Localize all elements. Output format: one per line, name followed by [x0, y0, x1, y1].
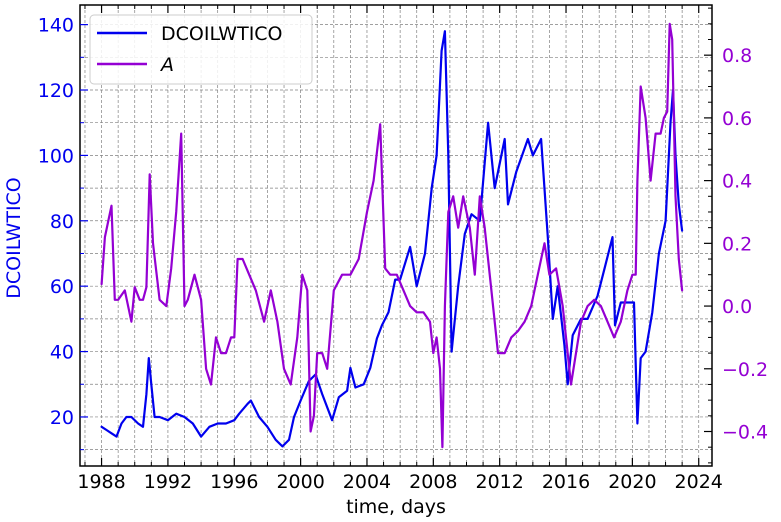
- x-tick-label: 2000: [276, 471, 324, 493]
- y-left-tick-label: 80: [50, 211, 74, 233]
- x-tick-label: 2024: [675, 471, 723, 493]
- y-left-tick-label: 20: [50, 407, 74, 429]
- grid-lines: [80, 5, 712, 466]
- x-tick-label: 2008: [409, 471, 457, 493]
- y-right-tick-label: 0.4: [722, 171, 752, 193]
- y-left-tick-label: 60: [50, 276, 74, 298]
- y-axis-left-title: DCOILWTICO: [3, 177, 25, 299]
- x-tick-label: 2012: [475, 471, 523, 493]
- x-axis: 1988 1992 1996 2000 2004 2008 2012 2016 2020 2024: [77, 5, 723, 493]
- legend-label-dcoilwtico: DCOILWTICO: [161, 23, 283, 45]
- legend: DCOILWTICO A: [89, 14, 313, 85]
- y-right-tick-label: −0.4: [722, 422, 768, 444]
- x-tick-label: 1996: [210, 471, 258, 493]
- y-right-tick-label: −0.2: [722, 359, 768, 381]
- y-right-tick-label: 0.6: [722, 108, 752, 130]
- y-right-tick-label: 0.2: [722, 233, 752, 255]
- legend-label-a: A: [159, 54, 174, 76]
- y-left-tick-label: 140: [38, 15, 74, 37]
- x-tick-label: 2020: [608, 471, 656, 493]
- x-tick-label: 1992: [144, 471, 192, 493]
- x-tick-label: 1988: [77, 471, 125, 493]
- y-axis-left: 20 40 60 80 100 120 140: [38, 15, 88, 451]
- series-line-dcoilwtico: [100, 30, 684, 448]
- series-line-a: [100, 22, 684, 449]
- y-right-tick-label: 0.0: [722, 296, 752, 318]
- y-left-tick-label: 100: [38, 145, 74, 167]
- y-axis-right: −0.4 −0.2 0.0 0.2 0.4 0.6 0.8: [704, 7, 768, 464]
- x-tick-label: 2004: [343, 471, 391, 493]
- series-layer: [100, 22, 684, 449]
- y-right-tick-label: 0.8: [722, 45, 752, 67]
- y-left-tick-label: 40: [50, 342, 74, 364]
- plot-frame: [79, 4, 713, 467]
- x-axis-title: time, days: [346, 496, 446, 518]
- x-tick-label: 2016: [542, 471, 590, 493]
- y-left-tick-label: 120: [38, 80, 74, 102]
